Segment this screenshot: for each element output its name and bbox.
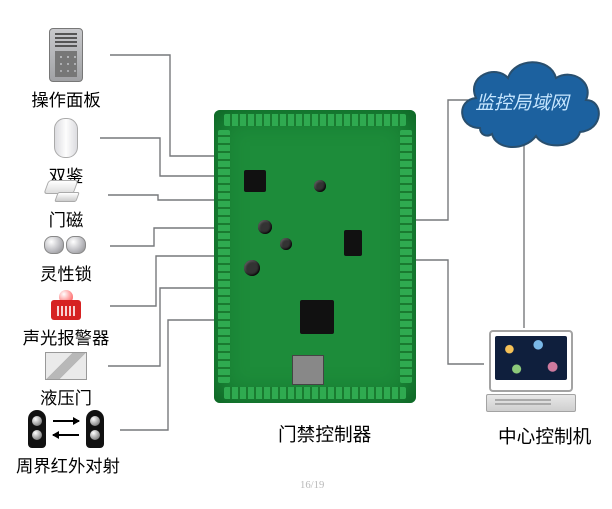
ir-beam-icon — [26, 410, 106, 448]
device-label: 灵性锁 — [16, 260, 116, 285]
panel-icon — [49, 28, 83, 82]
device-label: 液压门 — [16, 384, 116, 409]
central-computer-label: 中心控制机 — [498, 422, 591, 449]
connector-line — [108, 195, 214, 200]
cloud-lan: 监控局域网 — [452, 50, 592, 138]
central-computer — [486, 330, 576, 412]
connector-line — [110, 55, 214, 156]
connector-line — [120, 320, 214, 430]
lock-icon — [44, 232, 88, 256]
pcb-controller — [214, 110, 416, 403]
device-lock: 灵性锁 — [16, 232, 116, 285]
connector-line — [110, 228, 214, 246]
monitor-icon — [489, 330, 573, 392]
device-label: 声光报警器 — [16, 324, 116, 349]
controller-label: 门禁控制器 — [278, 420, 371, 447]
alarm-icon — [49, 290, 83, 320]
device-alarm: 声光报警器 — [16, 290, 116, 349]
hydraulic-icon — [45, 352, 87, 380]
device-panel: 操作面板 — [16, 28, 116, 111]
door-contact-icon — [46, 180, 86, 202]
device-label: 周界红外对射 — [16, 452, 116, 477]
cloud-label: 监控局域网 — [452, 88, 592, 115]
device-hydra: 液压门 — [16, 352, 116, 409]
pir-icon — [54, 118, 78, 158]
device-label: 操作面板 — [16, 86, 116, 111]
device-menci: 门磁 — [16, 180, 116, 231]
connector-line — [416, 260, 484, 364]
connector-line — [110, 256, 214, 306]
connector-line — [100, 138, 214, 176]
computer-base-icon — [486, 394, 576, 412]
device-ir: 周界红外对射 — [16, 410, 116, 477]
device-label: 门磁 — [16, 206, 116, 231]
page-footer: 16/19 — [300, 480, 324, 491]
connector-line — [108, 288, 214, 366]
device-dual: 双鉴 — [16, 118, 116, 187]
